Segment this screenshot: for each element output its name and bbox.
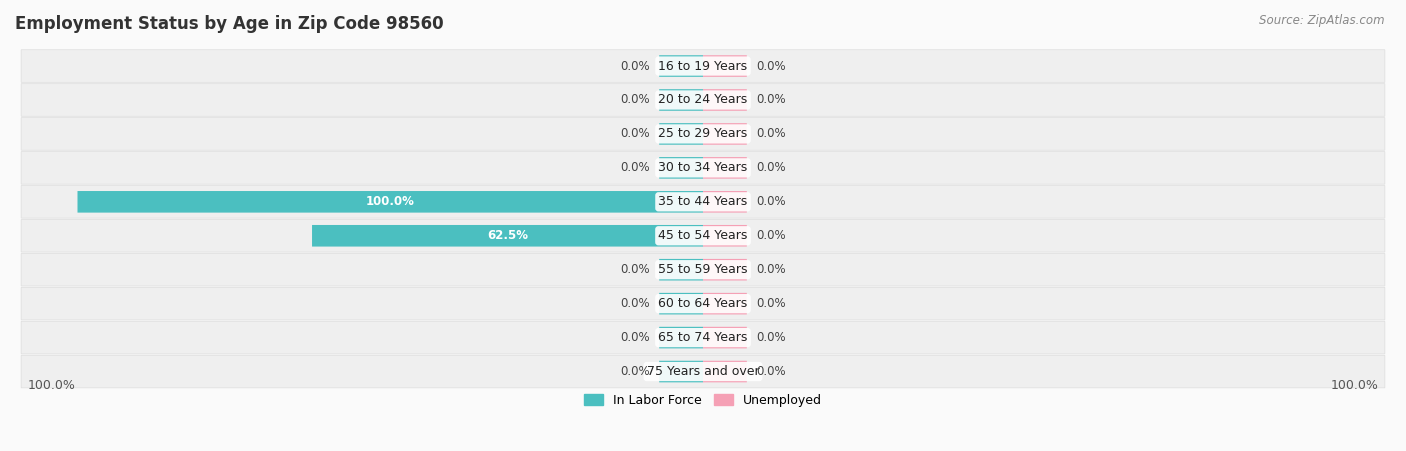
FancyBboxPatch shape [659,89,703,111]
Text: 35 to 44 Years: 35 to 44 Years [658,195,748,208]
FancyBboxPatch shape [77,191,703,212]
Text: 0.0%: 0.0% [620,297,650,310]
FancyBboxPatch shape [659,293,703,314]
Text: 0.0%: 0.0% [620,331,650,344]
FancyBboxPatch shape [21,50,1385,83]
FancyBboxPatch shape [659,55,703,77]
Text: 100.0%: 100.0% [366,195,415,208]
Text: 0.0%: 0.0% [756,365,786,378]
Text: 75 Years and over: 75 Years and over [647,365,759,378]
FancyBboxPatch shape [21,118,1385,150]
FancyBboxPatch shape [703,191,747,212]
Text: 20 to 24 Years: 20 to 24 Years [658,93,748,106]
Text: 25 to 29 Years: 25 to 29 Years [658,128,748,140]
Text: 0.0%: 0.0% [756,195,786,208]
Text: 0.0%: 0.0% [620,128,650,140]
FancyBboxPatch shape [703,157,747,179]
FancyBboxPatch shape [21,84,1385,116]
Legend: In Labor Force, Unemployed: In Labor Force, Unemployed [578,388,828,414]
Text: 0.0%: 0.0% [620,60,650,73]
FancyBboxPatch shape [21,253,1385,286]
Text: 0.0%: 0.0% [756,263,786,276]
Text: 0.0%: 0.0% [756,161,786,175]
Text: 60 to 64 Years: 60 to 64 Years [658,297,748,310]
FancyBboxPatch shape [659,327,703,349]
FancyBboxPatch shape [659,361,703,382]
Text: 0.0%: 0.0% [756,229,786,242]
FancyBboxPatch shape [21,185,1385,218]
FancyBboxPatch shape [703,225,747,247]
Text: 30 to 34 Years: 30 to 34 Years [658,161,748,175]
FancyBboxPatch shape [21,287,1385,320]
FancyBboxPatch shape [703,123,747,145]
Text: 55 to 59 Years: 55 to 59 Years [658,263,748,276]
FancyBboxPatch shape [703,293,747,314]
Text: Employment Status by Age in Zip Code 98560: Employment Status by Age in Zip Code 985… [15,15,444,33]
FancyBboxPatch shape [312,225,703,247]
FancyBboxPatch shape [21,355,1385,388]
FancyBboxPatch shape [703,89,747,111]
Text: 0.0%: 0.0% [756,331,786,344]
Text: 0.0%: 0.0% [620,263,650,276]
Text: 0.0%: 0.0% [756,297,786,310]
Text: 100.0%: 100.0% [28,379,76,392]
Text: Source: ZipAtlas.com: Source: ZipAtlas.com [1260,14,1385,27]
Text: 65 to 74 Years: 65 to 74 Years [658,331,748,344]
FancyBboxPatch shape [659,157,703,179]
Text: 0.0%: 0.0% [756,60,786,73]
Text: 0.0%: 0.0% [756,128,786,140]
FancyBboxPatch shape [703,327,747,349]
Text: 100.0%: 100.0% [1330,379,1378,392]
FancyBboxPatch shape [21,152,1385,184]
Text: 0.0%: 0.0% [620,93,650,106]
Text: 45 to 54 Years: 45 to 54 Years [658,229,748,242]
FancyBboxPatch shape [703,361,747,382]
Text: 62.5%: 62.5% [486,229,529,242]
FancyBboxPatch shape [659,123,703,145]
Text: 0.0%: 0.0% [756,93,786,106]
FancyBboxPatch shape [659,259,703,281]
FancyBboxPatch shape [703,55,747,77]
FancyBboxPatch shape [21,321,1385,354]
Text: 0.0%: 0.0% [620,365,650,378]
FancyBboxPatch shape [21,220,1385,252]
Text: 16 to 19 Years: 16 to 19 Years [658,60,748,73]
Text: 0.0%: 0.0% [620,161,650,175]
FancyBboxPatch shape [703,259,747,281]
